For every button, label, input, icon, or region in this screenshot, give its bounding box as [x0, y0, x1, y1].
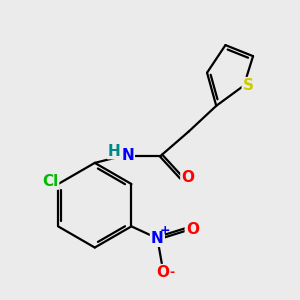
- Text: N: N: [122, 148, 134, 163]
- Text: +: +: [159, 224, 170, 238]
- Text: O: O: [156, 265, 170, 280]
- Text: O: O: [186, 222, 199, 237]
- Text: H: H: [108, 144, 120, 159]
- Text: Cl: Cl: [42, 174, 58, 189]
- Text: -: -: [169, 266, 175, 279]
- Text: O: O: [182, 170, 194, 185]
- Text: S: S: [243, 78, 254, 93]
- Text: N: N: [151, 231, 164, 246]
